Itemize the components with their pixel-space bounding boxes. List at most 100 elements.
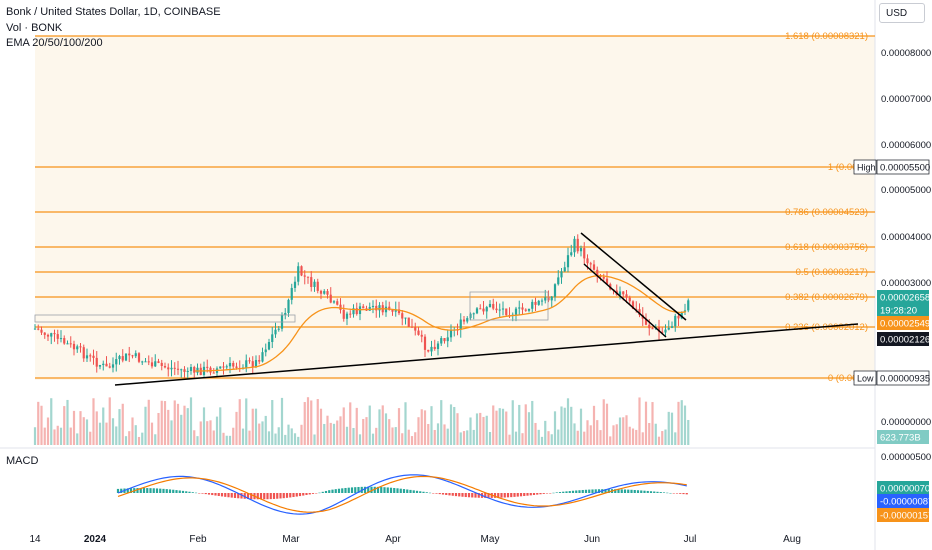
volume-bar [511, 400, 514, 445]
candle-body [586, 258, 589, 264]
volume-bar [108, 397, 111, 445]
macd-histogram-bar [230, 493, 233, 498]
candle-body [206, 366, 209, 368]
volume-bar [271, 400, 274, 445]
macd-histogram-bar [347, 487, 350, 493]
candle-body [670, 326, 674, 328]
time-axis-label: Jun [584, 534, 600, 545]
macd-histogram-bar [305, 493, 308, 496]
candle-body [388, 306, 391, 310]
volume-bar [355, 407, 358, 445]
volume-bar [407, 429, 410, 445]
volume-bar [453, 406, 456, 445]
trend-drawings[interactable] [34, 232, 859, 386]
candle-body [128, 353, 131, 356]
candle-body [56, 334, 59, 339]
candle-body [417, 330, 420, 335]
volume-bar [43, 427, 46, 445]
macd-histogram-bar [523, 493, 526, 497]
candle-body [378, 305, 381, 311]
macd-histogram-bar [617, 489, 620, 493]
volume-bar [306, 397, 310, 445]
macd-histogram-bar [640, 490, 643, 493]
candle-body [449, 329, 453, 338]
volume-bar [583, 431, 586, 445]
currency-selector-button[interactable]: USD [879, 3, 925, 23]
volume-bar [336, 420, 339, 445]
candle-body [501, 308, 505, 310]
volume-bar [394, 427, 397, 445]
macd-histogram-bar [627, 489, 630, 493]
candle-body [50, 333, 53, 337]
volume-bar [381, 405, 384, 445]
volume-bar [544, 420, 547, 445]
macd-histogram-bar [272, 493, 276, 499]
candle-body [290, 287, 293, 300]
macd-badge-box [877, 508, 929, 522]
candle-body [521, 307, 524, 310]
volume-bar [599, 430, 602, 445]
candle-body [89, 355, 92, 357]
candle-body [505, 308, 508, 316]
candle-body [498, 309, 501, 311]
price-badge-value: 19:28:20 [880, 306, 917, 317]
macd-histogram-bar [685, 493, 688, 495]
candle-body [313, 281, 316, 287]
candle-body [576, 238, 579, 252]
macd-histogram-bar [233, 493, 237, 498]
candle-body [553, 284, 557, 297]
volume-bar [267, 431, 271, 445]
volume-bar [365, 417, 368, 445]
macd-histogram-bar [558, 492, 562, 493]
price-axis-tick: 0.00006000 [881, 140, 931, 151]
macd-histogram-bar [399, 488, 402, 493]
candle-body [563, 267, 566, 272]
candle-body [625, 294, 628, 298]
volume-bar [160, 400, 163, 445]
candle-body [430, 346, 433, 352]
candle-body [196, 367, 199, 373]
volume-bar [615, 424, 618, 445]
macd-histogram-bar [155, 488, 159, 493]
macd-histogram-bar [562, 491, 565, 493]
candle-body [482, 308, 485, 312]
volume-bar [540, 436, 544, 445]
candle-body [160, 362, 163, 366]
candle-body [219, 366, 222, 369]
volume-bar [235, 411, 238, 445]
macd-histogram-bar [428, 492, 432, 494]
candle-body [527, 308, 531, 311]
macd-histogram-bar [188, 491, 191, 493]
candle-body [420, 334, 423, 337]
candle-body [147, 361, 150, 363]
volume-bar [596, 420, 599, 445]
macd-histogram-bar [383, 487, 386, 493]
candle-body [485, 307, 488, 312]
volume-bar [212, 430, 215, 445]
price-badge-value: 0.00002658 [880, 293, 930, 304]
macd-histogram-bar [649, 491, 653, 493]
fibonacci-retracement[interactable]: 1.618 (0.00008321) 1 (0.0000 0.786 (0.0000… [35, 31, 875, 384]
macd-histogram-bar [432, 493, 435, 494]
volume-bar [313, 434, 316, 445]
candle-body [644, 318, 648, 325]
volume-bar [664, 429, 667, 445]
candle-body [82, 347, 85, 359]
macd-histogram-bar [526, 493, 529, 496]
volume-bar [287, 424, 290, 445]
volume-bar [98, 422, 102, 445]
candle-body [687, 300, 690, 311]
candle-body [180, 369, 183, 371]
volume-bar [349, 402, 352, 445]
volume-bar [102, 407, 105, 445]
volume-bar [352, 428, 355, 445]
macd-histogram-bar [357, 486, 360, 493]
macd-histogram-bar [584, 489, 588, 493]
candle-body [599, 276, 602, 278]
candle-body [355, 308, 358, 315]
volume-bar [50, 398, 53, 445]
macd-histogram-bar [201, 493, 204, 494]
candle-body [137, 353, 141, 362]
candle-body [274, 329, 277, 335]
